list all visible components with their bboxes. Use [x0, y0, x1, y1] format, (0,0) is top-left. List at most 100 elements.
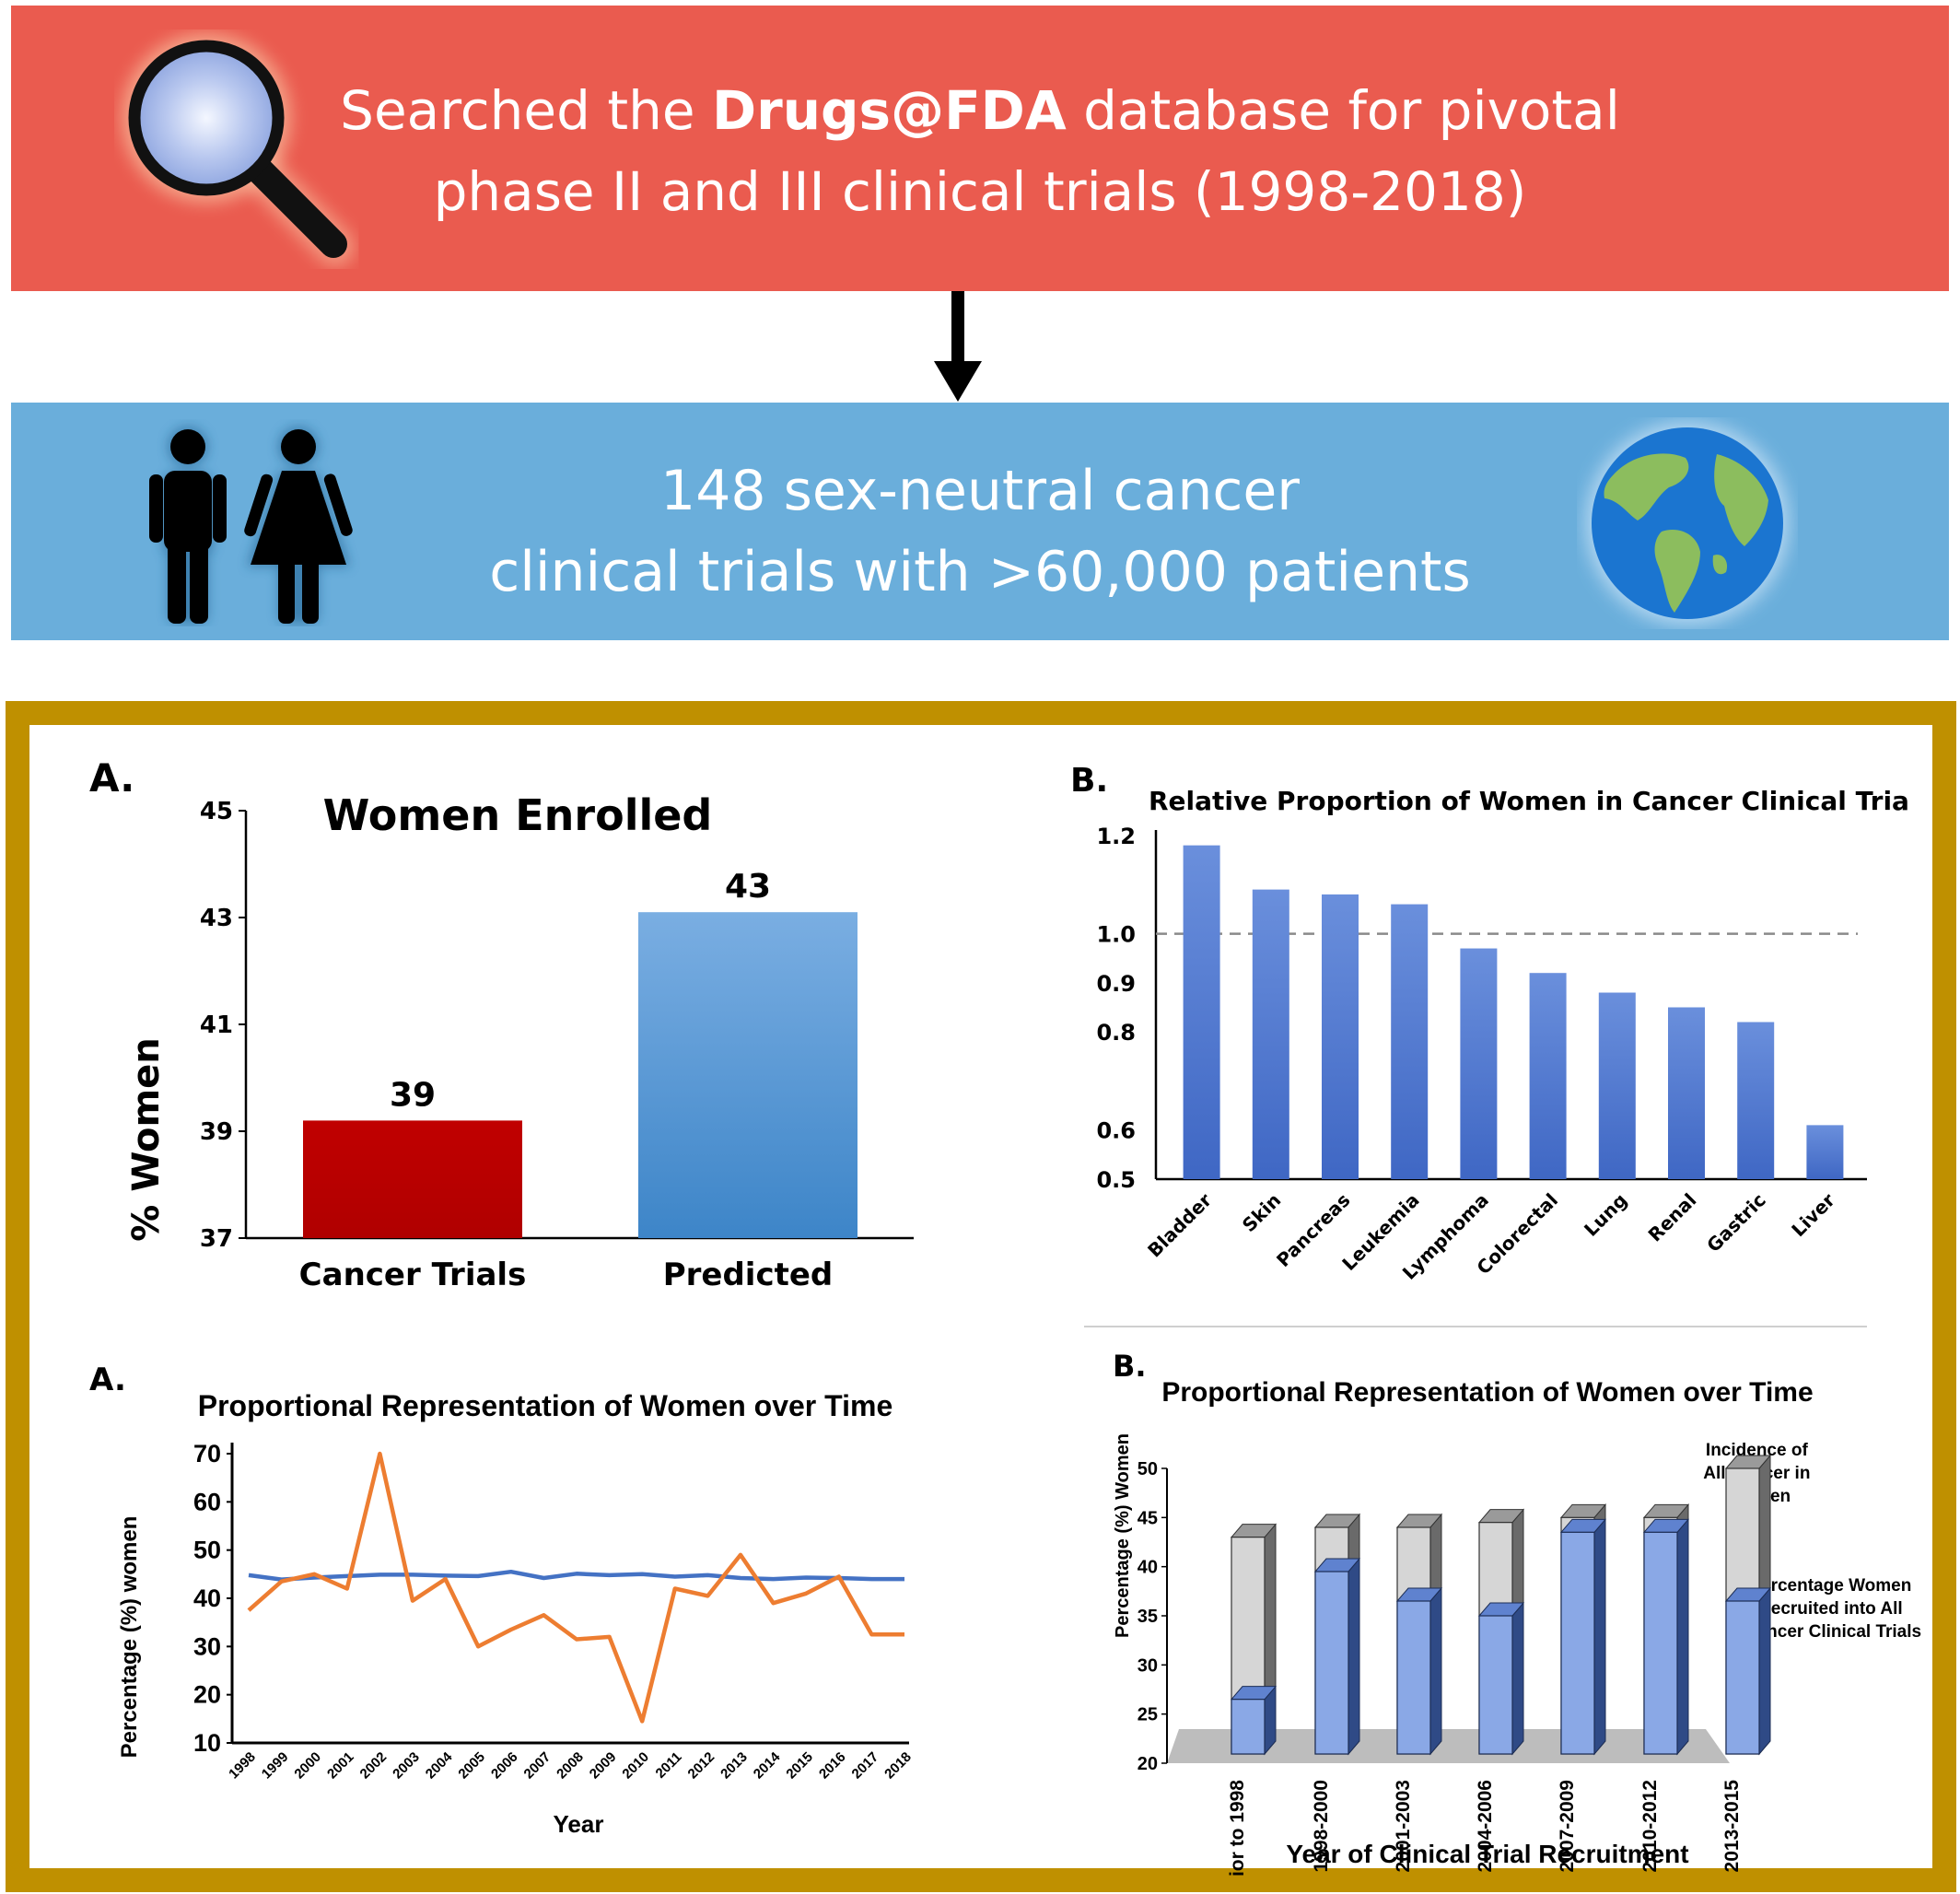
x-tick-label: 2018 [881, 1749, 915, 1783]
x-tick-label: 2004 [423, 1748, 456, 1782]
y-tick-label: 20 [193, 1681, 221, 1709]
x-tick-label: 2003 [390, 1749, 423, 1783]
x-tick-label: Lung [1580, 1189, 1631, 1241]
x-tick-label: 2013-2015 [1721, 1780, 1743, 1873]
x-tick-label: 2013 [718, 1749, 751, 1783]
recruited-bar-side [1758, 1586, 1771, 1756]
results-frame: A. Women Enrolled % Women 37 39 41 43 45 39 C… [6, 701, 1956, 1892]
x-tick-label: 2014 [751, 1748, 784, 1782]
y-tick-label: 0.6 [1096, 1118, 1136, 1144]
y-tick-label: 30 [1138, 1655, 1158, 1676]
y-axis-label: Percentage (%) Women [1113, 1433, 1133, 1638]
y-tick-label: 1.2 [1096, 824, 1136, 849]
x-tick-label: 2011 [653, 1749, 685, 1782]
bar [303, 1120, 522, 1238]
recruited-bar [1643, 1531, 1678, 1755]
magnifying-glass-icon [122, 33, 355, 266]
summary-line-2: clinical trials with >60,000 patients [489, 540, 1471, 604]
recruited-bar [1725, 1600, 1760, 1755]
y-tick-label: 45 [200, 798, 233, 825]
x-tick-label: Liver [1787, 1188, 1839, 1241]
recruited-bar-side [1676, 1517, 1689, 1756]
y-tick-label: 25 [1138, 1705, 1158, 1725]
recruited-bar [1560, 1531, 1595, 1755]
y-tick-label: 35 [1138, 1607, 1158, 1627]
x-tick-label: 2009 [587, 1749, 620, 1783]
bar [1529, 973, 1567, 1179]
x-tick-label: 2010-2012 [1639, 1780, 1661, 1872]
x-tick-label: 2006 [488, 1749, 521, 1783]
x-tick-label: Skin [1238, 1189, 1285, 1236]
data-label: 39 [390, 1076, 436, 1114]
x-tick-label: Prior to 1998 [1227, 1780, 1248, 1876]
y-tick-label: 37 [200, 1225, 233, 1253]
man-woman-icon [149, 427, 353, 624]
recruited-bar-side [1511, 1601, 1524, 1756]
bar [1252, 889, 1289, 1179]
bar [1737, 1022, 1775, 1179]
summary-banner: 148 sex-neutral cancer clinical trials w… [11, 403, 1949, 640]
x-tick-label: Gastric [1702, 1189, 1770, 1257]
x-tick-label: 2017 [849, 1749, 882, 1783]
series-line [247, 1451, 904, 1724]
search-description: Searched the Drugs@FDA database for pivo… [11, 70, 1949, 232]
recruited-bar [1478, 1615, 1513, 1755]
x-tick-label: 2001-2003 [1393, 1780, 1414, 1872]
y-tick-label: 30 [193, 1632, 221, 1660]
relative-proportion-chart: B. Relative Proportion of Women in Cance… [1070, 762, 1908, 1327]
x-tick-label: 1998-2000 [1311, 1780, 1332, 1872]
search-line-2: phase II and III clinical trials (1998-2… [433, 160, 1527, 223]
bar [1806, 1125, 1844, 1179]
chart-title: Women Enrolled [323, 790, 713, 840]
recruited-bar [1396, 1600, 1431, 1755]
y-tick-label: 41 [200, 1011, 233, 1039]
x-axis-label: Year [554, 1810, 604, 1838]
y-tick-label: 43 [200, 905, 233, 932]
y-tick-label: 0.9 [1096, 971, 1136, 997]
bar [638, 912, 858, 1238]
x-tick-label: 2004-2006 [1475, 1780, 1496, 1872]
x-tick-label: 2001 [324, 1749, 357, 1783]
search-line-1: Searched the Drugs@FDA database for pivo… [340, 79, 1620, 142]
bar [1322, 894, 1359, 1179]
y-tick-label: 50 [193, 1537, 221, 1564]
y-tick-label: 50 [1138, 1459, 1158, 1479]
chart-title: Proportional Representation of Women ove… [1161, 1377, 1813, 1408]
panel-label: B. [1113, 1351, 1147, 1384]
summary-line-1: 148 sex-neutral cancer [660, 459, 1300, 523]
globe-icon [1586, 422, 1789, 625]
y-tick-label: 20 [1138, 1754, 1158, 1774]
recruited-annotation: Percentage Women Recruited into All Canc… [1744, 1576, 1921, 1642]
x-axis-label: Year of Clinical Trial Recruitment [1286, 1840, 1688, 1868]
x-tick-label: 2007-2009 [1557, 1780, 1578, 1872]
down-arrow-icon [934, 291, 982, 402]
x-tick-label: 1998 [226, 1749, 259, 1783]
x-tick-label: 1999 [259, 1749, 292, 1783]
x-tick-label: Bladder [1143, 1188, 1216, 1261]
panel-label: A. [89, 755, 134, 801]
chart-title: Relative Proportion of Women in Cancer C… [1149, 786, 1908, 816]
panel-label: A. [89, 1362, 126, 1398]
y-axis-label: Percentage (%) women [117, 1516, 142, 1759]
x-tick-label: 2007 [521, 1749, 554, 1783]
x-tick-label: 2016 [816, 1749, 849, 1783]
y-tick-label: 60 [193, 1488, 221, 1515]
representation-3d-bar-chart: B. Proportional Representation of Women … [1113, 1351, 1921, 1876]
recruited-bar-side [1348, 1557, 1360, 1756]
panel-label: B. [1070, 762, 1108, 800]
x-tick-label: 2002 [357, 1749, 391, 1783]
x-tick-label: 2010 [619, 1749, 652, 1783]
bar [1391, 904, 1429, 1179]
y-tick-label: 10 [193, 1729, 221, 1757]
x-tick-label: 2008 [554, 1749, 587, 1783]
series-line [248, 1569, 904, 1582]
recruited-bar-side [1593, 1517, 1606, 1756]
x-tick-label: Predicted [663, 1257, 834, 1293]
recruited-bar [1231, 1699, 1266, 1755]
x-tick-label: 2012 [685, 1749, 718, 1783]
bar [1598, 992, 1636, 1179]
y-tick-label: 39 [200, 1118, 233, 1146]
recruited-bar [1314, 1571, 1349, 1755]
y-tick-label: 45 [1138, 1508, 1158, 1528]
y-tick-label: 40 [1138, 1558, 1158, 1578]
